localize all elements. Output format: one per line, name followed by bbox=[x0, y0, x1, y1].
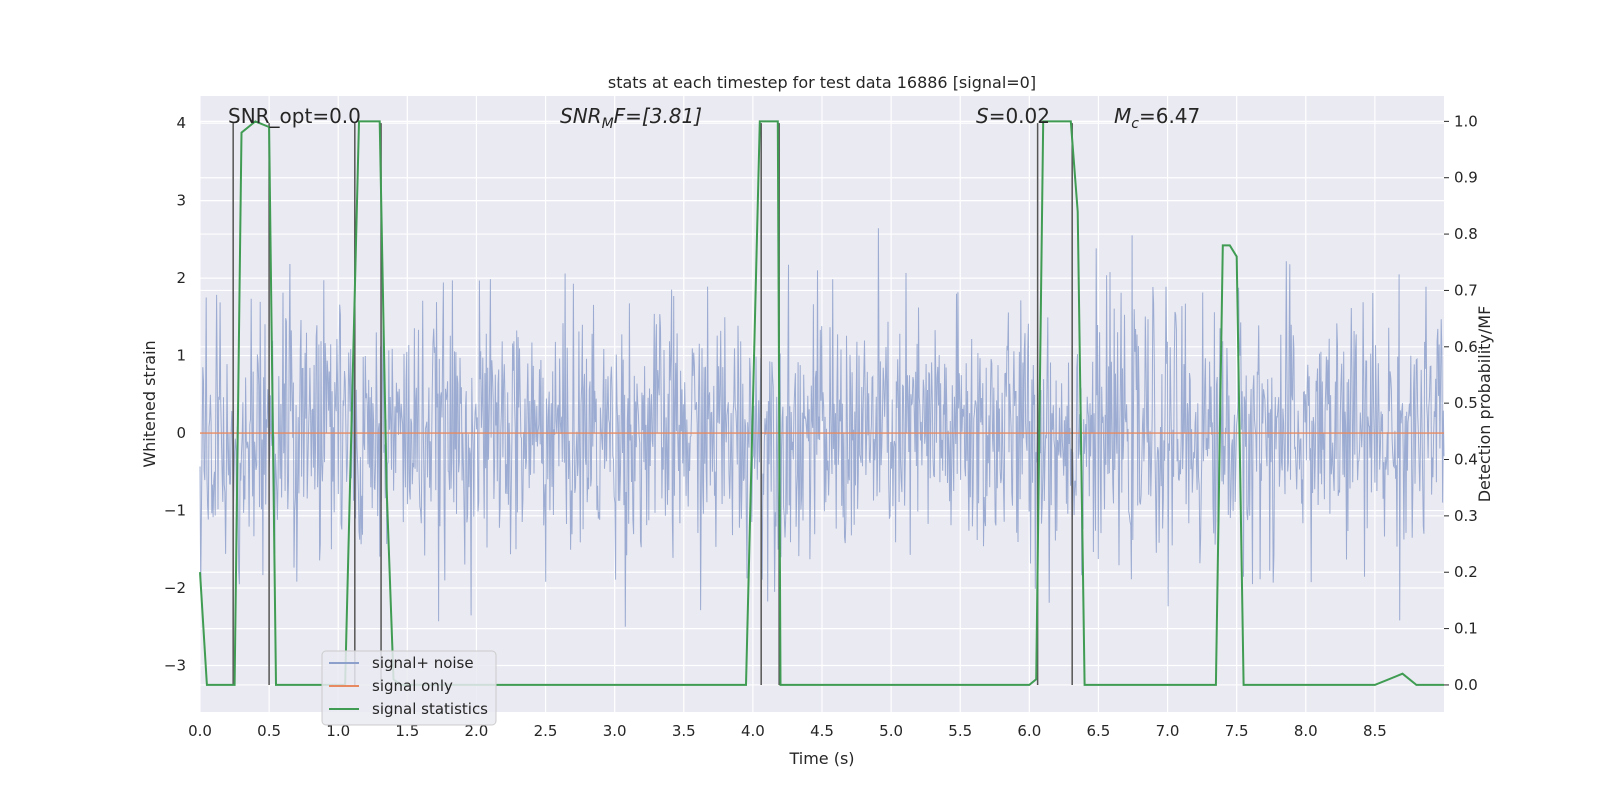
y-axis-label: Whitened strain bbox=[140, 340, 159, 467]
right-y-tick-label: 0.2 bbox=[1454, 563, 1478, 581]
y-tick-label: −3 bbox=[164, 657, 186, 675]
mc-rest: =6.47 bbox=[1139, 104, 1200, 128]
x-tick-label: 7.5 bbox=[1225, 722, 1249, 740]
mc-subscript: c bbox=[1131, 116, 1139, 132]
snr-mf-annotation: SNRMF=[3.81] bbox=[560, 104, 702, 132]
right-y-tick-label: 0.8 bbox=[1454, 225, 1478, 243]
snr-mf-subscript: M bbox=[602, 116, 614, 132]
y-tick-label: 0 bbox=[176, 424, 186, 442]
x-tick-label: 3.0 bbox=[603, 722, 627, 740]
s-rest: =0.02 bbox=[989, 104, 1050, 128]
snr-mf-main: SNR bbox=[560, 104, 602, 128]
x-tick-label: 6.5 bbox=[1087, 722, 1111, 740]
snr-mf-rest: F=[3.81] bbox=[614, 104, 702, 128]
x-tick-label: 2.0 bbox=[465, 722, 489, 740]
y-tick-labels: −3 −2 −1 0 1 2 3 4 bbox=[164, 114, 186, 674]
right-y-tick-label: 0.4 bbox=[1454, 451, 1478, 469]
series-signal-noise bbox=[199, 228, 1445, 627]
right-y-tick-label: 0.3 bbox=[1454, 507, 1478, 525]
x-tick-label: 3.5 bbox=[672, 722, 696, 740]
x-tick-label: 4.0 bbox=[741, 722, 765, 740]
mc-annotation: Mc=6.47 bbox=[1114, 104, 1200, 132]
s-annotation: S=0.02 bbox=[976, 104, 1050, 128]
y-tick-label: 4 bbox=[176, 114, 186, 132]
y-tick-label: −2 bbox=[164, 579, 186, 597]
x-tick-label: 2.5 bbox=[534, 722, 558, 740]
right-y-tick-label: 0.6 bbox=[1454, 338, 1478, 356]
legend-label-noise: signal+ noise bbox=[372, 654, 474, 672]
legend-label-signal-only: signal only bbox=[372, 677, 453, 695]
right-y-tick-label: 0.7 bbox=[1454, 281, 1478, 299]
x-tick-label: 5.5 bbox=[948, 722, 972, 740]
series-signal-statistics bbox=[199, 120, 1444, 686]
chart-title: stats at each timestep for test data 168… bbox=[608, 73, 1036, 92]
x-tick-label: 8.5 bbox=[1363, 722, 1387, 740]
y-tick-label: −1 bbox=[164, 502, 186, 520]
s-main: S bbox=[976, 104, 989, 128]
right-y-tick-label: 1.0 bbox=[1454, 112, 1478, 130]
y-tick-label: 2 bbox=[176, 269, 186, 287]
legend-box bbox=[321, 650, 497, 726]
x-tick-label: 5.0 bbox=[879, 722, 903, 740]
x-tick-label: 1.5 bbox=[395, 722, 419, 740]
x-tick-label: 0.5 bbox=[257, 722, 281, 740]
right-y-tick-label: 0.0 bbox=[1454, 676, 1478, 694]
noise-series-layer bbox=[199, 228, 1445, 627]
legend-label-statistics: signal statistics bbox=[372, 700, 488, 718]
x-tick-label: 0.0 bbox=[188, 722, 212, 740]
mc-main: M bbox=[1114, 104, 1131, 128]
signal-statistics-series-layer bbox=[199, 120, 1444, 686]
y-tick-label: 3 bbox=[176, 192, 186, 210]
right-y-axis-label: Detection probability/MF bbox=[1475, 306, 1494, 503]
x-tick-label: 7.0 bbox=[1156, 722, 1180, 740]
legend: signal+ noise signal only signal statist… bbox=[321, 650, 497, 726]
right-y-tick-labels: 0.0 0.1 0.2 0.3 0.4 0.5 0.6 0.7 0.8 0.9 1.0 bbox=[1444, 112, 1478, 694]
right-y-tick-label: 0.1 bbox=[1454, 620, 1478, 638]
x-tick-label: 6.0 bbox=[1017, 722, 1041, 740]
x-tick-label: 8.0 bbox=[1294, 722, 1318, 740]
right-y-tick-label: 0.9 bbox=[1454, 169, 1478, 187]
x-axis-label: Time (s) bbox=[788, 749, 854, 768]
x-tick-label: 4.5 bbox=[810, 722, 834, 740]
y-tick-label: 1 bbox=[176, 347, 186, 365]
x-tick-labels: 0.0 0.5 1.0 1.5 2.0 2.5 3.0 3.5 4.0 4.5 5.0 5.5 6.0 6… bbox=[188, 722, 1387, 740]
x-tick-label: 1.0 bbox=[326, 722, 350, 740]
snr-opt-annotation: SNR_opt=0.0 bbox=[228, 104, 361, 128]
right-y-tick-label: 0.5 bbox=[1454, 394, 1478, 412]
